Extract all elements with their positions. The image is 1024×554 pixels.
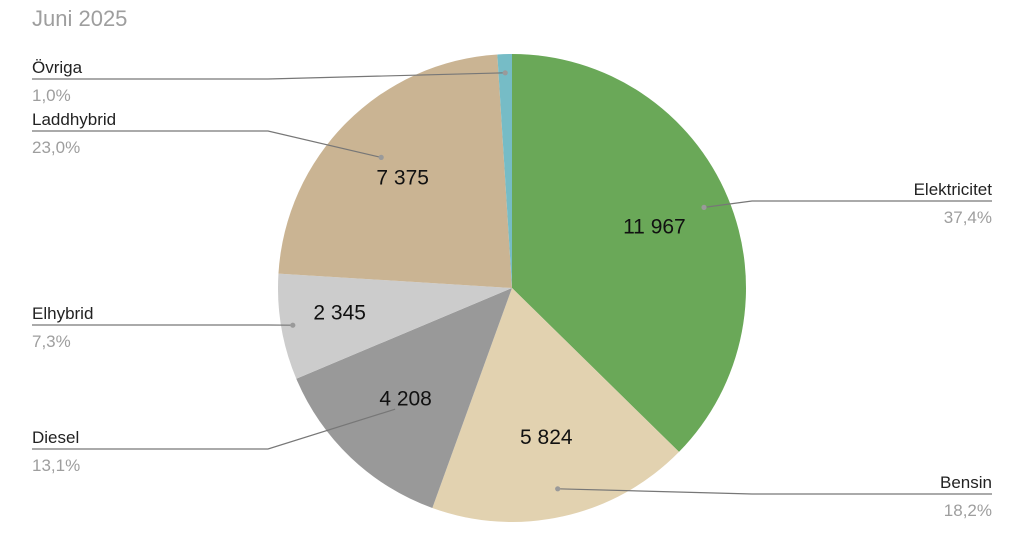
legend-percent: 37,4% [944, 208, 992, 227]
pie-slice-ovriga [497, 53, 512, 288]
leader-line [703, 200, 992, 208]
legend-percent: 1,0% [32, 86, 71, 105]
leader-dot [555, 486, 561, 492]
leader-line [32, 407, 398, 450]
chart-title: Juni 2025 [32, 6, 128, 31]
legend-percent: 23,0% [32, 138, 80, 157]
legend-label: Bensin [940, 473, 992, 492]
slice-value-label: 7 375 [376, 166, 429, 189]
slice-value-label: 11 967 [623, 216, 686, 239]
legend-percent: 7,3% [32, 332, 71, 351]
legend-label: Övriga [32, 58, 83, 77]
leader-dot [394, 405, 401, 411]
leader-line [32, 130, 382, 158]
leader-dot [502, 70, 508, 76]
pie-slice-elektricitet [512, 54, 746, 452]
leader-line [557, 488, 992, 495]
slice-value-label: 5 824 [520, 426, 573, 449]
leader-dot [290, 322, 296, 328]
legend-percent: 13,1% [32, 456, 80, 475]
legend-label: Elektricitet [914, 180, 993, 199]
pie-slice-diesel [296, 288, 512, 509]
leader-line [32, 72, 506, 80]
legend-label: Elhybrid [32, 304, 93, 323]
legend-label: Laddhybrid [32, 110, 116, 129]
pie-slice-elhybrid [278, 273, 512, 379]
legend-label: Diesel [32, 428, 79, 447]
leader-dot [378, 154, 384, 160]
slice-value-label: 4 208 [379, 387, 432, 410]
slice-value-label: 2 345 [313, 301, 366, 324]
legend-percent: 18,2% [944, 501, 992, 520]
pie-slice-laddhybrid [278, 54, 512, 289]
leader-dot [701, 204, 707, 210]
pie-slice-bensin [432, 288, 679, 522]
